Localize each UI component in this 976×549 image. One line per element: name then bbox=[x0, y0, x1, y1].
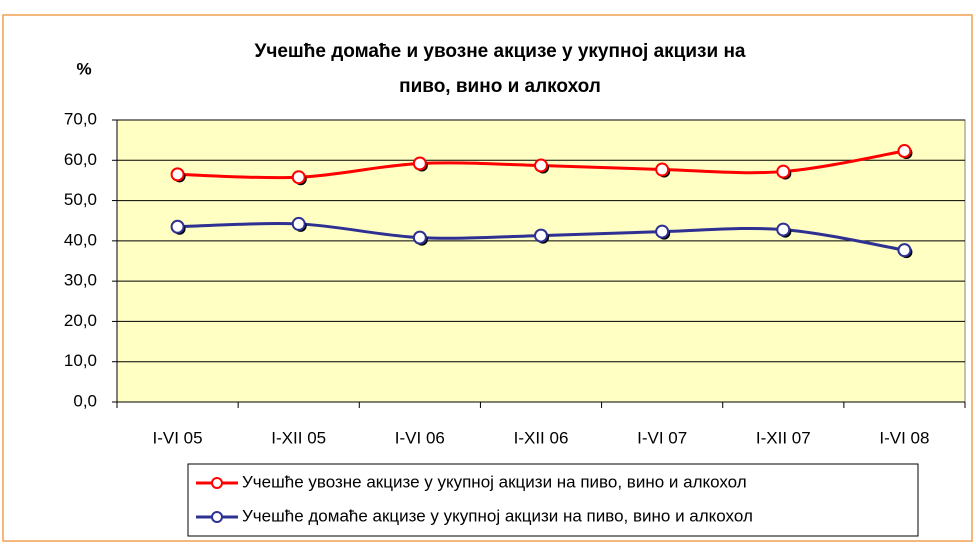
x-tick-label: I-XII 05 bbox=[271, 428, 326, 447]
marker bbox=[412, 156, 427, 171]
marker bbox=[776, 164, 791, 179]
marker bbox=[170, 219, 185, 234]
x-tick-label: I-XII 06 bbox=[514, 428, 569, 447]
chart-title: Учешће домаће и увозне акцизе у укупној … bbox=[255, 41, 746, 62]
y-tick-label: 40,0 bbox=[64, 230, 97, 249]
y-tick-label: 60,0 bbox=[64, 150, 97, 169]
marker bbox=[655, 224, 670, 239]
legend-marker bbox=[211, 477, 223, 489]
legend-label: Учешће увозне акцизе у укупној акцизи на… bbox=[242, 472, 747, 491]
y-tick-label: 70,0 bbox=[64, 109, 97, 128]
y-tick-label: 50,0 bbox=[64, 190, 97, 209]
marker bbox=[291, 170, 306, 185]
marker bbox=[897, 144, 912, 159]
legend bbox=[187, 463, 919, 537]
marker bbox=[776, 222, 791, 237]
marker bbox=[291, 216, 306, 231]
marker bbox=[534, 228, 548, 243]
marker bbox=[170, 167, 185, 182]
x-tick-label: I-VI 07 bbox=[637, 428, 687, 447]
marker bbox=[897, 243, 912, 258]
x-tick-label: I-VI 05 bbox=[153, 428, 203, 447]
y-axis-label: % bbox=[76, 59, 91, 78]
y-tick-label: 20,0 bbox=[64, 311, 97, 330]
x-tick-label: I-VI 08 bbox=[879, 428, 929, 447]
chart-subtitle: пиво, вино и алкохол bbox=[399, 76, 601, 97]
y-tick-label: 10,0 bbox=[64, 351, 97, 370]
x-tick-label: I-XII 07 bbox=[756, 428, 811, 447]
legend-label: Учешће домаће акцизе у укупној акцизи на… bbox=[242, 506, 753, 525]
legend-marker bbox=[211, 511, 223, 523]
y-tick-label: 0,0 bbox=[73, 391, 97, 410]
marker bbox=[655, 162, 670, 177]
marker bbox=[534, 158, 548, 173]
marker bbox=[412, 230, 427, 245]
x-tick-label: I-VI 06 bbox=[395, 428, 445, 447]
y-tick-label: 30,0 bbox=[64, 271, 97, 290]
